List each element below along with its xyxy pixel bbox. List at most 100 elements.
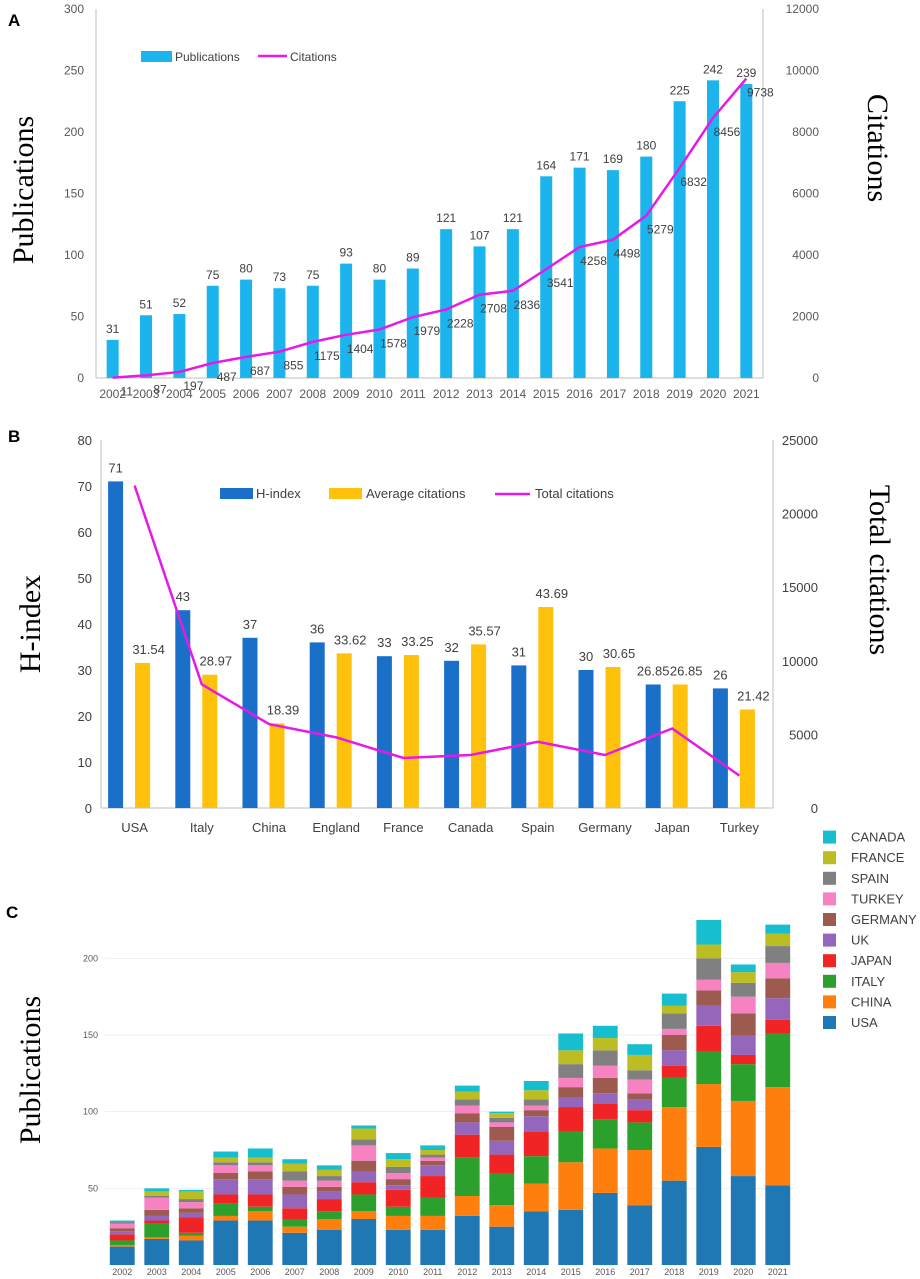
chart-c-bar-china <box>385 1215 411 1230</box>
chart-c-bar-turkey <box>178 1202 204 1209</box>
chart-b-ytick: 50 <box>78 571 92 586</box>
chart-c-bar-germany <box>730 1013 756 1035</box>
chart-c-bar-china <box>730 1100 756 1177</box>
chart-c-bar-france <box>144 1191 170 1196</box>
chart-c-bar-canada <box>420 1145 446 1150</box>
chart-c-bar-turkey <box>523 1105 549 1111</box>
chart-c-xtick: 2013 <box>492 1267 512 1277</box>
chart-c-bar-italy <box>316 1211 342 1219</box>
chart-c-bar-turkey <box>489 1122 515 1127</box>
chart-b-y2tick: 0 <box>811 801 818 816</box>
chart-c-bar-france <box>627 1054 653 1071</box>
panel-label-c: C <box>6 903 18 922</box>
chart-c-bar-france <box>661 1005 687 1014</box>
chart-b-hindex-bar <box>242 637 258 808</box>
chart-c-bar-japan <box>144 1220 170 1224</box>
chart-a-bar-label: 225 <box>670 83 690 97</box>
chart-c-xtick: 2016 <box>595 1267 615 1277</box>
chart-b-ylabel: H-index <box>14 575 47 673</box>
chart-c-bar-canada <box>247 1148 273 1158</box>
chart-b-hindex-bar <box>108 481 124 808</box>
chart-c-legend-swatch-turkey <box>823 892 836 906</box>
chart-b-ytick: 0 <box>85 801 92 816</box>
chart-c-bar-italy <box>523 1156 549 1184</box>
chart-b-hindex-label: 37 <box>243 617 257 632</box>
chart-c-bar-japan <box>558 1107 584 1132</box>
chart-c-bar-italy <box>282 1219 308 1227</box>
chart-c-bar-japan <box>247 1194 273 1207</box>
chart-c-bar-italy <box>592 1119 618 1149</box>
chart-c-bar-japan <box>627 1110 653 1123</box>
chart-a-line-label: 1578 <box>380 336 407 350</box>
chart-c-bar-france <box>765 933 791 947</box>
chart-c-bar-usa <box>316 1229 342 1265</box>
chart-b-legend-swatch-avgcit <box>329 488 362 499</box>
chart-c-bar-germany <box>282 1186 308 1195</box>
chart-c-bar-france <box>558 1050 584 1065</box>
chart-b-ytick: 20 <box>78 709 92 724</box>
chart-c-bar-japan <box>385 1189 411 1207</box>
chart-a-bar <box>540 176 553 378</box>
chart-c-legend-china: CHINA <box>851 994 892 1009</box>
chart-c-bar-spain <box>489 1117 515 1123</box>
chart-a-line-label: 2836 <box>514 298 541 312</box>
chart-c-bar-spain <box>454 1099 480 1106</box>
chart-c-bar-turkey <box>144 1197 170 1210</box>
chart-c-bar-canada <box>316 1165 342 1170</box>
chart-a-line-label: 9738 <box>747 86 774 100</box>
chart-a-xtick: 2011 <box>400 387 426 401</box>
chart-a-bar-label: 121 <box>503 211 523 225</box>
chart-b-ytick: 80 <box>78 433 92 448</box>
chart-c-ytick: 150 <box>83 1030 98 1040</box>
chart-a-xtick: 2006 <box>233 387 260 401</box>
chart-b-xtick: Spain <box>521 820 554 835</box>
chart-c-bar-uk <box>627 1099 653 1111</box>
chart-a-xtick: 2015 <box>533 387 560 401</box>
chart-b-xtick: England <box>312 820 360 835</box>
chart-a-ytick: 200 <box>64 125 84 139</box>
chart-b-ytick: 10 <box>78 755 92 770</box>
chart-c-bar-japan <box>592 1104 618 1120</box>
chart-c-xtick: 2004 <box>181 1267 201 1277</box>
chart-a-bar <box>573 167 586 378</box>
chart-b-total-citations-line <box>133 485 741 777</box>
chart-c-bar-usa <box>109 1246 135 1265</box>
chart-b-hindex-label: 43 <box>176 589 190 604</box>
chart-a-bar <box>473 246 486 378</box>
chart-c-bar-france <box>523 1090 549 1100</box>
chart-a-bar <box>740 84 753 378</box>
chart-c-bar-canada <box>558 1033 584 1051</box>
chart-a-ytick: 0 <box>77 371 84 385</box>
chart-c-bar-france <box>454 1091 480 1100</box>
chart-c-ytick: 100 <box>83 1107 98 1117</box>
chart-b-hindex-label: 36 <box>310 621 324 636</box>
chart-c-bar-usa <box>558 1209 584 1265</box>
chart-b: 0 10 20 30 40 50 60 70 80 0 5000 10000 15000 20000 250… <box>78 433 818 835</box>
chart-a-bar-label: 80 <box>373 262 387 276</box>
chart-c-bar-germany <box>523 1110 549 1117</box>
chart-c-bar-usa <box>661 1180 687 1265</box>
chart-c-bar-france <box>213 1157 239 1163</box>
chart-b-avgcit-label: 35.57 <box>468 623 501 638</box>
chart-a-line-label: 11 <box>120 385 133 399</box>
chart-c-xtick: 2015 <box>561 1267 581 1277</box>
chart-c-bar-france <box>282 1163 308 1172</box>
chart-c-bar-spain <box>592 1050 618 1066</box>
chart-b-y2tick: 10000 <box>782 654 818 669</box>
chart-c-bar-germany <box>316 1186 342 1192</box>
chart-c-legend-germany: GERMANY <box>851 912 917 927</box>
chart-a-xtick: 2002 <box>99 387 126 401</box>
chart-a-bar-label: 52 <box>173 296 187 310</box>
chart-b-ytick: 30 <box>78 663 92 678</box>
chart-a-line-label: 687 <box>250 364 270 378</box>
chart-a-line-label: 6832 <box>680 175 707 189</box>
chart-b-avgcit-bar <box>538 607 554 808</box>
chart-a-bar <box>440 229 453 378</box>
chart-c-legend-swatch-japan <box>823 954 836 968</box>
chart-a-line-label: 487 <box>217 370 237 384</box>
chart-c-bar-uk <box>489 1140 515 1155</box>
chart-c-bar-uk <box>730 1035 756 1055</box>
chart-c-bar-japan <box>696 1025 722 1052</box>
chart-b-avgcit-label: 30.65 <box>603 646 636 661</box>
chart-c-bar-italy <box>730 1064 756 1101</box>
